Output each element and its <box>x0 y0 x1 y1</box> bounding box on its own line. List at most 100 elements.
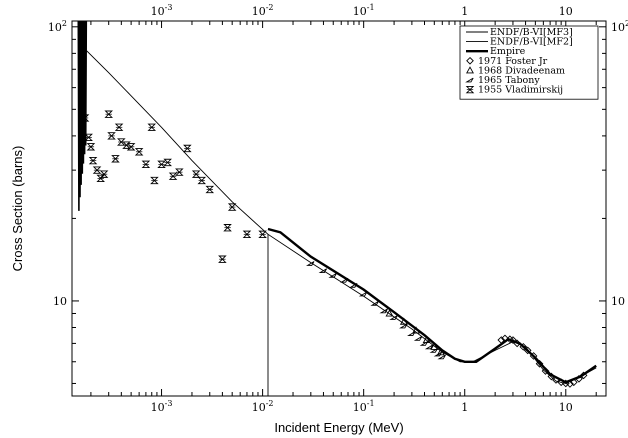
x-tick-label-top: 10-2 <box>252 3 274 18</box>
marker-triangle <box>399 317 408 325</box>
x-tick-label-top: 10 <box>559 5 573 18</box>
legend-label: 1971 Foster Jr <box>478 56 548 67</box>
marker-diamond <box>519 343 528 351</box>
legend-entry: ENDF/B-VI[MF3] <box>466 27 573 38</box>
marker-triangle <box>385 309 394 317</box>
marker-hourglass <box>191 170 201 178</box>
legend-entry: 1965 Tabony <box>465 75 540 86</box>
legend-marker-swatch <box>465 77 474 83</box>
marker-hourglass <box>168 172 178 180</box>
marker-slash <box>407 331 416 336</box>
tick-labels: 10-3 10-3 10-2 10-2 10-1 10-1 1 1 10 10 10 10 102 102 <box>48 3 628 414</box>
marker-diamond <box>509 336 517 344</box>
marker-hourglass <box>147 123 157 131</box>
x-tick-label-bottom: 10-3 <box>151 399 173 414</box>
marker-diamond <box>541 367 550 375</box>
legend-entry: Empire <box>466 46 526 57</box>
x-tick-label-bottom: 1 <box>461 401 468 414</box>
marker-slash <box>305 261 315 266</box>
marker-diamond <box>552 376 560 384</box>
series-line-0 <box>85 50 269 235</box>
y-tick-label-left: 10 <box>53 295 67 308</box>
marker-hourglass <box>242 230 252 238</box>
marker-slash <box>339 277 349 283</box>
marker-slash <box>437 354 446 360</box>
marker-diamond <box>579 371 588 380</box>
marker-slash <box>424 344 434 350</box>
legend-label: Empire <box>490 46 526 57</box>
marker-hourglass <box>227 203 237 211</box>
marker-diamond <box>547 372 556 381</box>
legend-marker-swatch <box>466 66 474 74</box>
marker-slash <box>370 301 379 306</box>
marker-hourglass <box>92 166 102 174</box>
legend-entry: ENDF/B-VI[MF2] <box>466 37 573 48</box>
legend-marker-swatch <box>466 56 474 65</box>
tick-marks <box>72 21 606 396</box>
x-axis-title: Incident Energy (MeV) <box>274 420 403 435</box>
marker-slash <box>389 315 398 320</box>
marker-diamond <box>535 359 544 368</box>
marker-hourglass <box>258 230 267 238</box>
marker-diamond <box>523 346 532 355</box>
marker-hourglass <box>126 143 136 151</box>
marker-hourglass <box>197 176 207 185</box>
marker-hourglass <box>86 143 96 151</box>
marker-diamond <box>557 378 565 387</box>
marker-hourglass <box>107 132 116 140</box>
legend-box <box>459 25 599 100</box>
y-tick-label-right: 102 <box>611 19 628 34</box>
legend-marker-swatch <box>465 85 475 94</box>
marker-hourglass <box>80 114 90 122</box>
marker-hourglass <box>163 158 172 167</box>
marker-triangle <box>436 348 445 356</box>
marker-slash <box>399 323 408 329</box>
legend-label: ENDF/B-VI[MF2] <box>490 37 573 48</box>
x-tick-label-top: 10-3 <box>151 3 173 18</box>
marker-hourglass <box>114 123 124 131</box>
marker-hourglass <box>157 160 166 168</box>
marker-hourglass <box>183 144 192 153</box>
marker-hourglass <box>218 255 227 263</box>
marker-diamond <box>513 339 521 348</box>
marker-slash <box>413 336 423 341</box>
x-tick-label-top: 10-1 <box>353 3 375 18</box>
x-tick-label-bottom: 10-1 <box>353 399 375 414</box>
marker-slash <box>358 291 368 297</box>
marker-triangle <box>430 342 439 350</box>
marker-hourglass <box>141 160 151 168</box>
data-markers <box>80 110 588 388</box>
plot-frame <box>71 20 607 397</box>
marker-slash <box>328 273 337 278</box>
marker-hourglass <box>175 168 184 176</box>
x-tick-label-bottom: 10-2 <box>252 399 274 414</box>
legend-entry: 1971 Foster Jr <box>466 56 548 67</box>
marker-slash <box>318 268 328 273</box>
resonance-region-lines <box>77 21 88 211</box>
legend-label: 1955 Vladimirskij <box>478 85 563 96</box>
legend-entry: 1968 Divadeenam <box>466 65 565 76</box>
y-tick-label-right: 10 <box>611 295 625 308</box>
y-tick-label-left: 102 <box>48 19 67 34</box>
marker-slash <box>419 341 429 346</box>
marker-slash <box>349 283 358 288</box>
marker-hourglass <box>134 148 144 156</box>
marker-slash <box>433 351 443 357</box>
marker-hourglass <box>111 155 120 163</box>
marker-hourglass <box>122 141 131 149</box>
marker-hourglass <box>99 170 109 178</box>
marker-diamond <box>575 374 583 383</box>
series-line-2 <box>267 227 597 384</box>
marker-hourglass <box>84 133 93 142</box>
marker-diamond <box>501 334 509 343</box>
marker-diamond <box>569 378 578 387</box>
marker-hourglass <box>223 224 232 232</box>
marker-hourglass <box>104 110 113 118</box>
marker-hourglass <box>205 185 215 194</box>
marker-hourglass <box>88 156 98 165</box>
marker-diamond <box>497 336 506 344</box>
x-tick-label-bottom: 10 <box>559 401 573 414</box>
marker-triangle <box>412 326 421 334</box>
